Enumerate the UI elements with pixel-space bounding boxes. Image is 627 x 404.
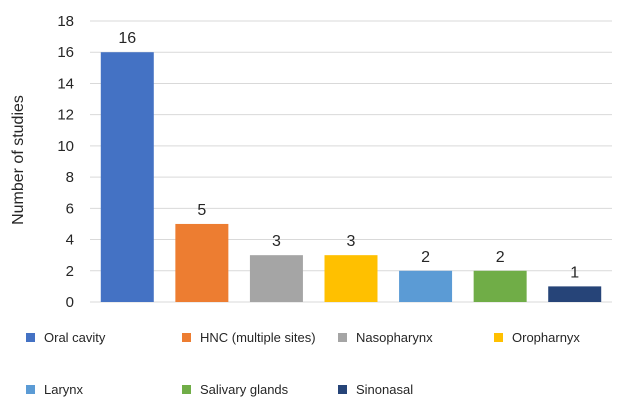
bar-0 xyxy=(100,52,154,302)
y-tick-label: 0 xyxy=(66,294,74,311)
y-tick-label: 16 xyxy=(57,44,74,61)
legend-item: Oral cavity xyxy=(26,330,105,345)
data-label: 16 xyxy=(118,30,136,47)
data-label: 2 xyxy=(496,249,505,266)
y-tick-label: 14 xyxy=(57,75,74,92)
bar-3 xyxy=(324,255,378,302)
bar-1 xyxy=(175,223,229,302)
legend-label: Salivary glands xyxy=(200,382,289,397)
legend-swatch xyxy=(182,333,191,342)
legend-swatch xyxy=(338,385,347,394)
legend-item: HNC (multiple sites) xyxy=(182,330,316,345)
y-tick-label: 8 xyxy=(66,169,74,186)
y-tick-label: 10 xyxy=(57,138,74,155)
data-labels: 16 5 3 3 2 2 1 xyxy=(118,30,579,281)
y-tick-label: 6 xyxy=(66,200,74,217)
legend-label: Oral cavity xyxy=(44,330,106,345)
y-tick-label: 2 xyxy=(66,263,74,280)
bar-5 xyxy=(473,270,527,302)
legend-label: Nasopharynx xyxy=(356,330,433,345)
y-tick-label: 4 xyxy=(66,232,74,249)
legend-label: Sinonasal xyxy=(356,382,414,397)
legend-label: Larynx xyxy=(44,382,84,397)
data-label: 3 xyxy=(272,233,281,250)
bar-6 xyxy=(548,286,602,302)
bar-4 xyxy=(399,270,453,302)
bars xyxy=(100,52,602,302)
y-tick-label: 18 xyxy=(57,13,74,30)
legend-swatch xyxy=(26,385,35,394)
y-axis-label: Number of studies xyxy=(10,95,27,225)
legend-item: Oropharnyx xyxy=(494,330,580,345)
data-label: 2 xyxy=(421,249,430,266)
legend-item: Sinonasal xyxy=(338,382,413,397)
legend-swatch xyxy=(338,333,347,342)
data-label: 3 xyxy=(347,233,356,250)
data-label: 1 xyxy=(570,264,579,281)
legend-label: HNC (multiple sites) xyxy=(200,330,316,345)
legend-label: Oropharnyx xyxy=(512,330,580,345)
bar-chart: 0 2 4 6 8 10 12 14 16 18 16 5 3 3 2 2 1 Number of studi… xyxy=(10,13,612,311)
data-label: 5 xyxy=(197,202,206,219)
legend-item: Nasopharynx xyxy=(338,330,433,345)
legend-swatch xyxy=(494,333,503,342)
legend-swatch xyxy=(26,333,35,342)
legend-swatch xyxy=(182,385,191,394)
legend-item: Salivary glands xyxy=(182,382,288,397)
bar-2 xyxy=(249,255,303,302)
y-axis-ticks: 0 2 4 6 8 10 12 14 16 18 xyxy=(57,13,74,311)
y-tick-label: 12 xyxy=(57,107,74,124)
legend-item: Larynx xyxy=(26,382,83,397)
